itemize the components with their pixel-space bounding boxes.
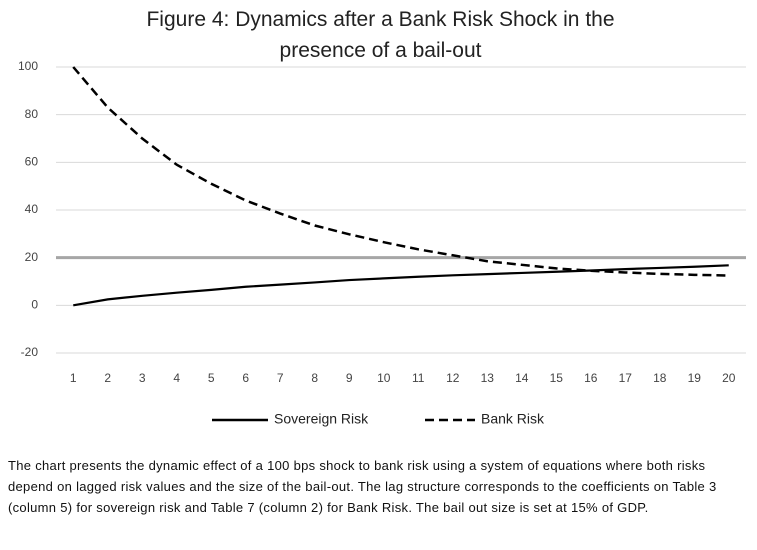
y-tick-label: 100	[18, 59, 38, 73]
y-tick-label: 80	[25, 107, 39, 121]
y-tick-label: 0	[31, 298, 38, 312]
series-line	[73, 264, 729, 307]
x-tick-label: 6	[242, 371, 249, 385]
x-tick-label: 3	[139, 371, 146, 385]
x-tick-label: 16	[584, 371, 598, 385]
y-tick-label: 40	[25, 202, 39, 216]
x-tick-label: 2	[104, 371, 111, 385]
x-tick-label: 14	[515, 371, 529, 385]
x-tick-label: 20	[722, 371, 736, 385]
x-tick-label: 9	[346, 371, 353, 385]
x-tick-label: 10	[377, 371, 391, 385]
x-tick-label: 15	[550, 371, 564, 385]
x-tick-label: 12	[446, 371, 460, 385]
x-tick-label: 17	[619, 371, 633, 385]
y-tick-label: 60	[25, 155, 39, 169]
x-tick-label: 4	[173, 371, 180, 385]
chart-title: Figure 4: Dynamics after a Bank Risk Sho…	[146, 8, 615, 62]
x-tick-label: 8	[311, 371, 318, 385]
x-tick-label: 7	[277, 371, 284, 385]
x-tick-label: 19	[688, 371, 702, 385]
caption: The chart presents the dynamic effect of…	[8, 458, 717, 515]
x-tick-label: 1	[70, 371, 77, 385]
legend-label: Sovereign Risk	[274, 411, 369, 427]
series-line	[72, 66, 729, 277]
x-tick-label: 11	[412, 371, 425, 385]
y-tick-label: 20	[25, 250, 39, 264]
x-tick-label: 13	[481, 371, 495, 385]
x-tick-label: 18	[653, 371, 667, 385]
legend-label: Bank Risk	[481, 411, 545, 427]
x-tick-label: 5	[208, 371, 215, 385]
y-tick-label: -20	[21, 345, 39, 359]
